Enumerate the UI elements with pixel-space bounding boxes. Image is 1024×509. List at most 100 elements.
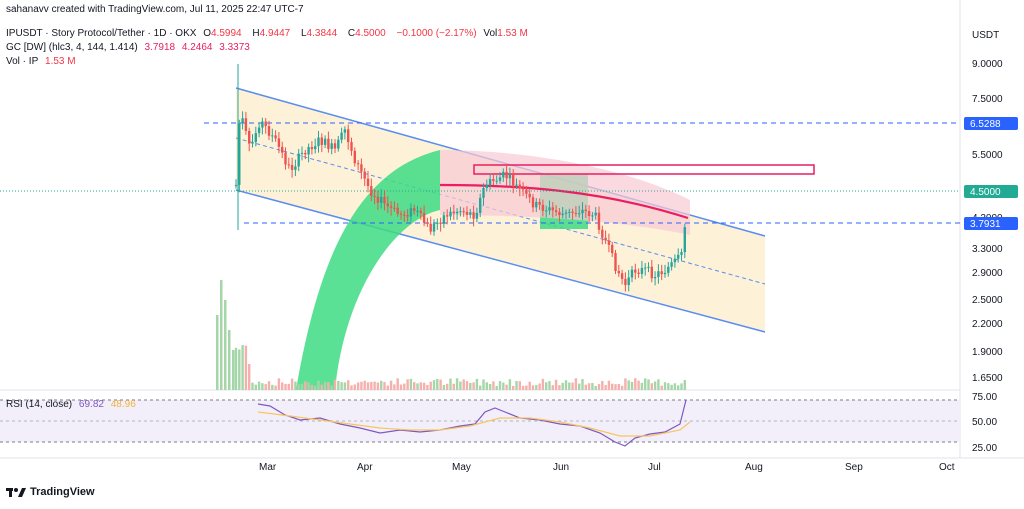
candle-body	[485, 185, 488, 189]
volume-bar	[396, 378, 399, 390]
candle-body	[281, 146, 284, 153]
price-tick: 9.0000	[972, 59, 1003, 70]
volume-bar	[512, 385, 515, 390]
volume-bar	[333, 379, 337, 390]
candle-body	[396, 207, 399, 214]
symbol-title[interactable]: IPUSDT · Story Protocol/Tether · 1D · OK…	[6, 28, 197, 39]
candle-body	[634, 269, 637, 273]
price-tick: 7.5000	[972, 94, 1003, 105]
candle-body	[455, 211, 459, 214]
candle-body	[653, 276, 657, 279]
candle-body	[594, 212, 597, 216]
candle-body	[502, 171, 505, 178]
gc-indicator-legend[interactable]: GC [DW] (hlc3, 4, 144, 1.414) 3.7918 4.2…	[6, 42, 254, 53]
rsi-legend[interactable]: RSI (14, close) 69.82 48.96	[6, 399, 140, 410]
tradingview-logo[interactable]: TradingView	[6, 486, 95, 498]
candle-body	[667, 266, 670, 273]
candle-body	[244, 118, 248, 131]
candle-body	[492, 179, 495, 182]
month-label: Jul	[648, 462, 661, 473]
volume-bar	[548, 381, 551, 390]
candle-body	[340, 132, 343, 140]
candle-body	[353, 150, 356, 164]
candle-body	[234, 184, 238, 186]
candle-body	[591, 215, 594, 217]
resistance-zone	[473, 164, 815, 175]
price-axis[interactable]: USDT 9.0000 7.5000 5.5000 4.2000 3.3000 …	[964, 30, 1018, 454]
volume-bar	[637, 380, 640, 390]
candle-body	[521, 188, 525, 190]
candle-body	[564, 212, 568, 214]
gc-value-3: 3.3373	[219, 42, 250, 53]
volume-bar	[317, 380, 320, 390]
volume-bar	[545, 382, 548, 390]
currency-label: USDT	[972, 30, 999, 41]
candle-body	[264, 121, 267, 127]
price-tag-high	[964, 117, 1018, 130]
volume-bar	[343, 382, 347, 390]
time-axis[interactable]: Mar Apr May Jun Jul Aug Sep Oct	[259, 462, 955, 473]
volume-bar	[455, 378, 459, 390]
volume-bar	[462, 379, 465, 390]
candle-body	[383, 196, 386, 204]
candle-body	[370, 185, 373, 196]
vol-legend-value: 1.53 M	[45, 56, 76, 67]
candle-body	[518, 184, 521, 189]
volume-bar	[432, 380, 436, 390]
symbol-legend[interactable]: IPUSDT · Story Protocol/Tether · 1D · OK…	[6, 28, 536, 39]
price-change: −0.1000 (−2.17%)	[396, 28, 477, 39]
volume-bar	[413, 382, 416, 390]
candle-body	[495, 180, 498, 182]
volume-bar	[350, 385, 353, 390]
candle-body	[413, 208, 416, 211]
volume-bar	[587, 383, 591, 390]
candle-body	[498, 177, 502, 181]
volume-bar	[482, 379, 485, 390]
volume-bar	[307, 382, 310, 390]
candle-body	[274, 135, 277, 139]
candle-body	[432, 223, 436, 232]
volume-bar	[300, 383, 304, 390]
rsi-tick: 50.00	[972, 417, 997, 428]
rsi-tick: 75.00	[972, 392, 997, 403]
candle-body	[267, 126, 271, 136]
volume-bar	[640, 382, 644, 390]
channel-lower-line	[235, 189, 766, 333]
volume-bar	[591, 382, 594, 390]
volume-bar	[475, 378, 479, 390]
candle-body	[446, 215, 449, 217]
candle-body	[238, 123, 241, 185]
volume-bar	[389, 380, 393, 390]
month-label: May	[452, 462, 471, 473]
candle-body	[620, 273, 624, 279]
month-label: Jun	[553, 462, 569, 473]
price-tick: 1.6500	[972, 373, 1003, 384]
volume-bar	[376, 382, 380, 390]
volume-bar	[488, 384, 492, 390]
volume-bar	[232, 350, 235, 390]
volume-bar	[525, 385, 528, 390]
candle-body	[380, 196, 383, 203]
volume-bar	[607, 380, 611, 390]
volume-bar	[442, 384, 446, 390]
candle-body	[373, 195, 376, 197]
candle-body	[512, 174, 515, 186]
volume-bar	[271, 384, 274, 390]
volume-bar	[287, 383, 290, 390]
volume-bar	[650, 383, 653, 390]
volume-legend[interactable]: Vol · IP 1.53 M	[6, 56, 80, 67]
volume-bar	[644, 378, 647, 390]
candle-body	[587, 211, 591, 216]
volume-bar	[558, 385, 561, 390]
volume-bar	[294, 381, 297, 390]
candle-body	[254, 133, 257, 142]
volume-bar	[594, 385, 597, 390]
volume-bar	[356, 382, 360, 390]
candle-body	[363, 171, 366, 179]
candle-body	[505, 171, 508, 179]
candle-body	[650, 266, 653, 279]
volume-bar	[459, 381, 462, 390]
volume-bar	[330, 385, 333, 390]
